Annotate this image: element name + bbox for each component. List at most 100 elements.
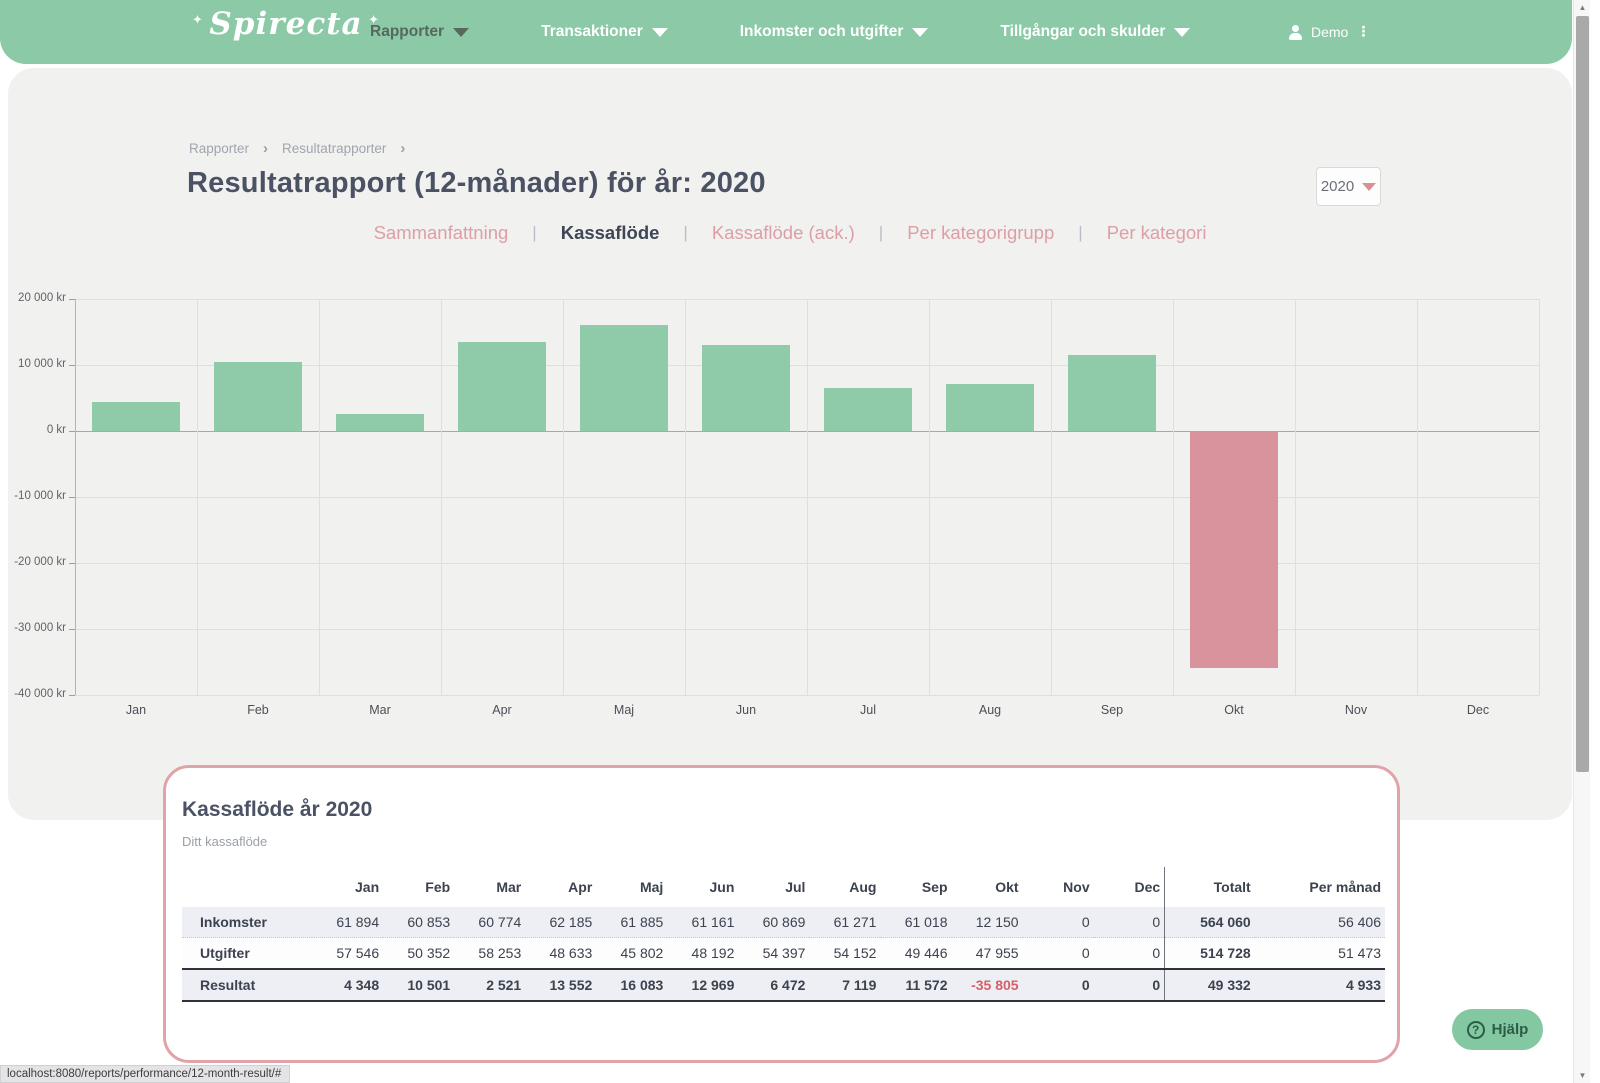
tab-separator: |: [878, 223, 884, 242]
bar-sep[interactable]: [1068, 354, 1156, 431]
vertical-scrollbar[interactable]: ▲ ▼: [1573, 0, 1590, 1083]
column-header-sep: Sep: [921, 879, 948, 895]
kebab-menu-icon[interactable]: ⋮: [1356, 24, 1371, 40]
axis-tick: [69, 695, 75, 696]
nav-item-rapporter[interactable]: Rapporter: [370, 23, 470, 41]
x-axis-label-jan: Jan: [125, 703, 147, 717]
table-cell: 50 352: [383, 937, 455, 969]
table-cell: 0: [1022, 937, 1094, 969]
spirecta-logo[interactable]: ✦ Spirecta ✦: [192, 6, 380, 42]
nav-item-label: Transaktioner: [541, 23, 643, 40]
nav-item-tillg-ngar-och-skulder[interactable]: Tillgångar och skulder: [1000, 23, 1191, 41]
help-button-label: Hjälp: [1491, 1021, 1529, 1038]
x-axis-label-maj: Maj: [613, 703, 635, 717]
bar-apr[interactable]: [458, 341, 546, 431]
table-corner-cell: [182, 867, 312, 907]
x-axis-label-sep: Sep: [1100, 703, 1124, 717]
tab-kassafl-de-ack[interactable]: Kassaflöde (ack.): [711, 222, 855, 243]
x-axis-label-dec: Dec: [1466, 703, 1490, 717]
table-cell: 58 253: [454, 937, 526, 969]
breadcrumb-chevron-icon: ›: [263, 140, 269, 157]
gridline-vertical: [1051, 299, 1052, 695]
cashflow-bar-chart: 20 000 kr 10 000 kr 0 kr -10 000 kr -20 000 …: [0, 292, 1545, 729]
table-cell: 11 572: [880, 968, 952, 1002]
gridline-vertical: [197, 299, 198, 695]
table-cell: 7 119: [809, 968, 881, 1002]
axis-tick: [69, 629, 75, 630]
y-axis-label: 0 kr: [46, 424, 66, 436]
year-select[interactable]: 2020: [1316, 167, 1381, 206]
status-bar-url: localhost:8080/reports/performance/12-mo…: [0, 1065, 291, 1083]
bar-okt[interactable]: [1190, 432, 1278, 669]
bar-mar[interactable]: [336, 414, 424, 431]
table-cell-total: 49 332: [1164, 968, 1255, 1002]
bar-jan[interactable]: [92, 402, 180, 431]
bar-jun[interactable]: [702, 345, 790, 431]
chevron-down-icon: [912, 27, 929, 37]
tab-kassafl-de[interactable]: Kassaflöde: [560, 222, 660, 243]
sparkle-icon: ✦: [192, 13, 210, 28]
scroll-down-arrow-icon[interactable]: ▼: [1578, 1071, 1587, 1080]
scroll-up-arrow-icon[interactable]: ▲: [1578, 3, 1587, 12]
bar-feb[interactable]: [214, 361, 302, 431]
axis-tick: [69, 431, 75, 432]
table-cell: 54 152: [809, 937, 881, 969]
nav-item-label: Rapporter: [370, 23, 445, 40]
row-label: Inkomster: [182, 907, 313, 938]
gridline-vertical: [441, 299, 442, 695]
table-cell: 45 802: [596, 937, 668, 969]
user-name: Demo: [1311, 24, 1349, 40]
gridline-vertical: [807, 299, 808, 695]
nav-item-transaktioner[interactable]: Transaktioner: [541, 23, 668, 41]
x-axis-label-mar: Mar: [369, 703, 391, 717]
table-cell: 61 894: [312, 907, 384, 938]
x-axis-label-nov: Nov: [1344, 703, 1368, 717]
scrollbar-thumb[interactable]: [1576, 16, 1589, 772]
nav-item-label: Tillgångar och skulder: [1000, 23, 1166, 40]
tab-per-kategorigrupp[interactable]: Per kategorigrupp: [907, 222, 1055, 243]
x-axis-label-apr: Apr: [492, 703, 512, 717]
table-cell: 62 185: [525, 907, 597, 938]
breadcrumb-chevron-icon: ›: [400, 140, 406, 157]
axis-tick: [69, 365, 75, 366]
help-button[interactable]: ? Hjälp: [1452, 1009, 1543, 1050]
tab-per-kategori[interactable]: Per kategori: [1106, 222, 1207, 243]
y-axis-label: 10 000 kr: [18, 358, 66, 370]
table-cell: 48 633: [525, 937, 597, 969]
axis-tick: [69, 563, 75, 564]
chevron-down-icon: [1174, 27, 1191, 37]
user-menu[interactable]: Demo ⋮: [1288, 0, 1370, 64]
tab-sammanfattning[interactable]: Sammanfattning: [373, 222, 509, 243]
row-label: Resultat: [182, 968, 313, 1002]
table-cell: -35 805: [951, 968, 1023, 1002]
column-header-jan: Jan: [355, 879, 380, 895]
chevron-down-icon: [651, 27, 668, 37]
gridline-vertical: [1417, 299, 1418, 695]
tab-separator: |: [1078, 223, 1083, 242]
y-axis-label: -20 000 kr: [14, 556, 66, 568]
table-cell: 60 869: [738, 907, 810, 938]
table-cell: 16 083: [596, 968, 668, 1002]
card-title: Kassaflöde år 2020: [182, 798, 373, 821]
table-header-row: Jan Feb Mar Apr Maj Jun Jul Aug Sep Okt Nov Dec Tota…: [182, 867, 1385, 907]
content-panel: [8, 68, 1572, 820]
nav-menu: Rapporter Transaktioner Inkomster och utgi…: [370, 0, 1191, 64]
bar-jul[interactable]: [824, 388, 912, 431]
chevron-down-icon: [453, 27, 470, 37]
breadcrumb: Rapporter › Resultatrapporter ›: [189, 140, 405, 157]
table-cell: 61 161: [667, 907, 739, 938]
cashflow-table: Jan Feb Mar Apr Maj Jun Jul Aug Sep Okt Nov Dec Tota…: [182, 867, 1385, 1002]
breadcrumb-item-rapporter[interactable]: Rapporter: [189, 141, 250, 156]
breadcrumb-item-resultatrapporter[interactable]: Resultatrapporter: [282, 141, 387, 156]
nav-item-inkomster-och-utgifter[interactable]: Inkomster och utgifter: [740, 23, 929, 41]
gridline-vertical: [929, 299, 930, 695]
bar-maj[interactable]: [580, 324, 668, 431]
axis-tick: [69, 299, 75, 300]
table-cell: 54 397: [738, 937, 810, 969]
y-axis-label: -30 000 kr: [14, 622, 66, 634]
bar-aug[interactable]: [946, 384, 1034, 431]
table-cell: 0: [1022, 907, 1094, 938]
table-cell: 12 150: [951, 907, 1023, 938]
table-row-resultat: Resultat 4 348 10 501 2 521 13 552 16 083 12 9…: [182, 968, 1385, 1002]
column-header-dec: Dec: [1134, 879, 1161, 895]
